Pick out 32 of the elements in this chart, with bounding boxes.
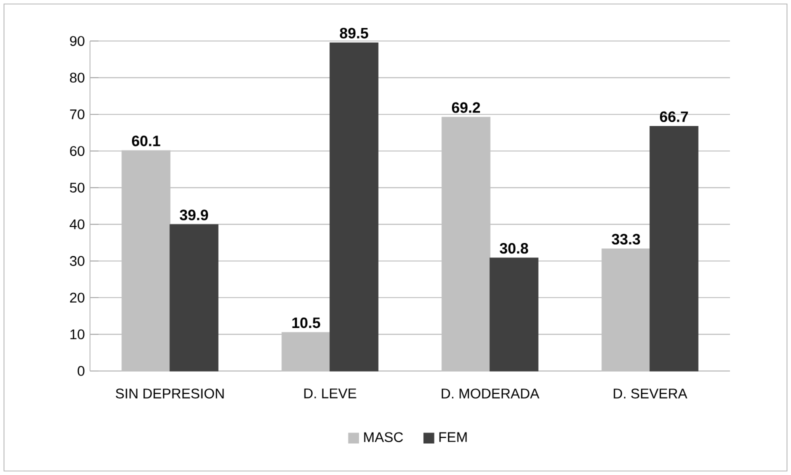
y-tick-label: 40 <box>70 219 84 230</box>
x-tick-label: D. LEVE <box>304 388 356 398</box>
data-label: 33.3 <box>612 234 640 244</box>
bar <box>442 116 490 372</box>
y-tick-label: 90 <box>70 36 84 46</box>
bar <box>122 150 170 372</box>
data-label: 69.2 <box>452 102 480 113</box>
y-tick-label: 80 <box>70 72 84 83</box>
bar <box>170 224 218 372</box>
x-tick-label: SIN DEPRESION <box>116 388 224 398</box>
y-tick-label: 30 <box>70 256 84 266</box>
bar <box>602 248 650 372</box>
y-tick-label: 70 <box>70 109 84 120</box>
y-tick-label: 50 <box>70 182 84 193</box>
bar <box>650 126 698 372</box>
legend-label: MASC <box>364 432 403 442</box>
data-label: 66.7 <box>660 111 688 122</box>
y-tick-label: 0 <box>78 366 84 376</box>
bar <box>490 258 538 372</box>
legend-label: FEM <box>439 432 467 442</box>
x-tick-label: D. MODERADA <box>442 388 540 398</box>
data-label: 39.9 <box>180 210 208 220</box>
x-tick-label: D. SEVERA <box>614 388 688 398</box>
data-label: 10.5 <box>292 317 320 328</box>
y-tick-label: 20 <box>70 292 84 303</box>
y-tick-label: 10 <box>70 329 84 340</box>
data-label: 30.8 <box>500 243 528 254</box>
y-tick-label: 60 <box>70 146 84 156</box>
data-label: 89.5 <box>340 28 368 38</box>
bar <box>330 42 378 372</box>
data-label: 60.1 <box>132 136 160 146</box>
bar <box>282 332 330 372</box>
